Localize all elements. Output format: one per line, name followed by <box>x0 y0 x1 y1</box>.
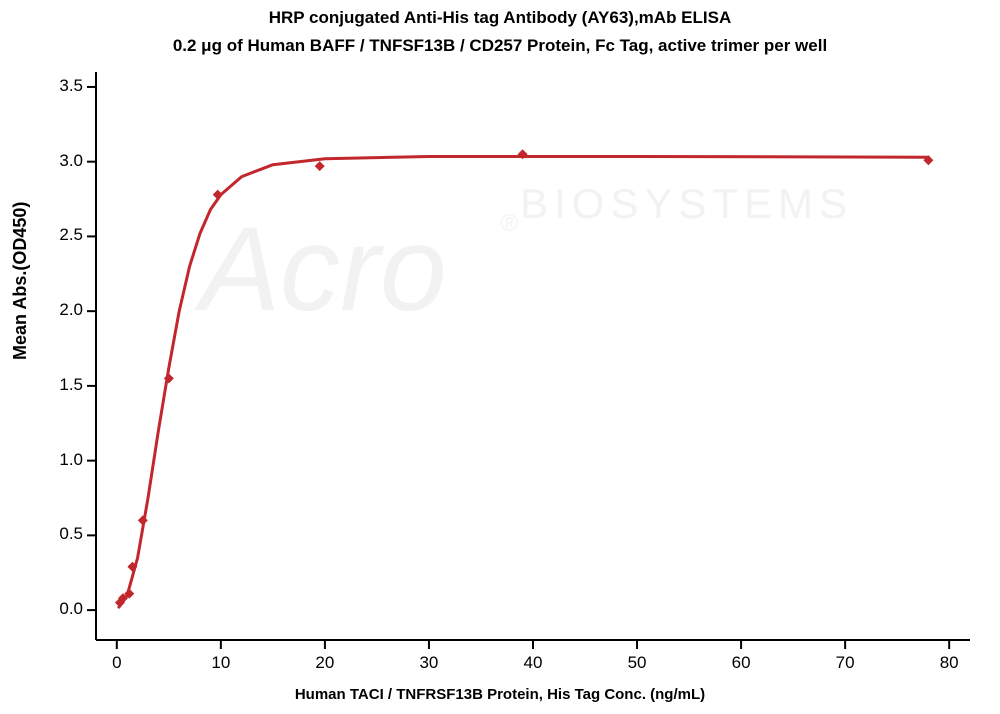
y-tick-label: 2.5 <box>45 225 83 245</box>
data-marker <box>315 161 325 171</box>
x-tick-label: 60 <box>721 653 761 673</box>
data-marker <box>138 515 148 525</box>
y-tick-label: 1.5 <box>45 375 83 395</box>
chart-container: HRP conjugated Anti-His tag Antibody (AY… <box>0 0 1000 714</box>
x-tick-label: 10 <box>201 653 241 673</box>
plot-svg <box>0 0 1000 714</box>
x-tick-label: 0 <box>97 653 137 673</box>
x-tick-label: 30 <box>409 653 449 673</box>
y-tick-label: 3.5 <box>45 76 83 96</box>
x-tick-label: 50 <box>617 653 657 673</box>
data-marker <box>213 190 223 200</box>
x-tick-label: 40 <box>513 653 553 673</box>
x-tick-label: 80 <box>929 653 969 673</box>
y-tick-label: 1.0 <box>45 450 83 470</box>
x-tick-label: 70 <box>825 653 865 673</box>
y-tick-label: 3.0 <box>45 151 83 171</box>
fit-curve <box>119 157 929 608</box>
y-tick-label: 2.0 <box>45 300 83 320</box>
x-tick-label: 20 <box>305 653 345 673</box>
y-tick-label: 0.0 <box>45 599 83 619</box>
y-tick-label: 0.5 <box>45 524 83 544</box>
